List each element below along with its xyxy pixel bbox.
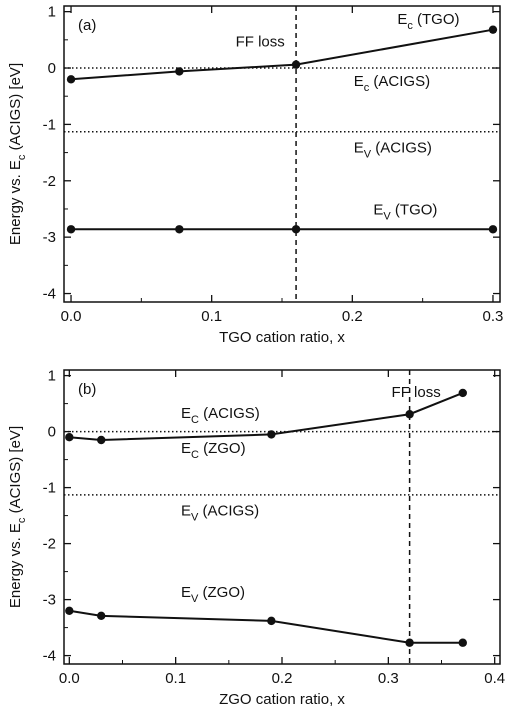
series-line-2 (69, 609, 463, 644)
annotation-tail: (ACIGS) (199, 405, 260, 422)
series-line-1 (70, 28, 494, 81)
y-axis-label-tail: (ACIGS) [eV] (7, 63, 24, 155)
annotation-subscript: V (191, 512, 199, 524)
data-point (488, 225, 498, 234)
annotation-subscript: C (191, 449, 199, 461)
data-point (291, 225, 301, 234)
annotation: EC (ZGO) (181, 440, 246, 461)
annotation: EV (ACIGS) (181, 503, 259, 524)
x-tick-label: 0.4 (484, 670, 505, 687)
y-axis-label-subscript: c (16, 517, 28, 523)
y-tick-label: -4 (43, 648, 56, 665)
y-axis-label-tail: (ACIGS) [eV] (7, 426, 24, 518)
x-axis-label: ZGO cation ratio, x (219, 691, 345, 708)
annotation: Ec (ACIGS) (354, 73, 430, 94)
data-point (65, 606, 74, 615)
annotation-subscript: V (191, 593, 199, 605)
data-point (97, 435, 106, 445)
x-axis-label: TGO cation ratio, x (219, 329, 345, 346)
y-axis-label-main: Energy vs. E (7, 523, 24, 608)
annotation-symbol: E (397, 11, 407, 28)
y-tick-label: -2 (43, 173, 56, 190)
data-point (405, 410, 414, 419)
plot-frame (63, 369, 501, 665)
annotation: EV (ACIGS) (354, 140, 432, 161)
annotation-subscript: c (407, 20, 413, 32)
y-tick-label: -1 (43, 480, 56, 497)
y-tick-label: 0 (48, 424, 56, 441)
x-tick-label: 0.3 (483, 308, 504, 325)
data-point (66, 75, 76, 84)
y-tick-label: -2 (43, 536, 56, 553)
annotation-tail: (ACIGS) (198, 503, 259, 520)
y-axis-label: Energy vs. Ec (ACIGS) [eV] (7, 63, 28, 245)
annotation-subscript: V (364, 149, 372, 161)
y-tick-label: -4 (43, 286, 56, 303)
y-axis-label: Energy vs. Ec (ACIGS) [eV] (7, 426, 28, 608)
panel-label: (b) (78, 381, 96, 398)
x-tick-label: 0.0 (61, 308, 82, 325)
y-tick-label: -1 (43, 116, 56, 133)
data-point (458, 638, 467, 647)
data-point (267, 616, 276, 626)
y-axis-label-subscript: c (16, 154, 28, 160)
annotation-symbol: E (181, 503, 191, 520)
y-tick-label: 1 (48, 368, 56, 385)
data-point (66, 225, 76, 234)
y-axis-label-main: Energy vs. E (7, 160, 24, 245)
y-tick-label: 0 (48, 60, 56, 77)
annotation-tail: (ACIGS) (369, 73, 430, 90)
annotation: FF loss (392, 384, 441, 401)
annotation-subscript: V (383, 211, 391, 223)
x-tick-label: 0.1 (165, 670, 186, 687)
data-point (291, 60, 301, 69)
annotation-subscript: C (191, 414, 199, 426)
x-tick-label: 0.1 (201, 308, 222, 325)
panel-label: (a) (78, 17, 96, 34)
annotation-subscript: c (364, 82, 370, 94)
chart-panel-a: 0.0 0.1 0.2 0.3 1 0 -1 -2 -3 -4 (a) FF loss Ec (TGO)… (7, 4, 503, 346)
annotation-tail: (ZGO) (198, 584, 245, 601)
annotation-symbol: E (181, 584, 191, 601)
annotation: EC (ACIGS) (181, 405, 260, 426)
data-point (405, 638, 414, 647)
annotation-tail: (TGO) (413, 11, 460, 28)
annotation: Ec (TGO) (397, 11, 459, 32)
annotation-tail: (ZGO) (199, 440, 246, 457)
annotation-tail: (ACIGS) (371, 140, 432, 157)
data-point (175, 225, 184, 234)
y-tick-label: -3 (43, 229, 56, 246)
data-point (267, 430, 276, 439)
x-tick-label: 0.2 (272, 670, 293, 687)
annotation: FF loss (236, 34, 285, 51)
y-tick-label: -3 (43, 592, 56, 609)
annotation: EV (ZGO) (181, 584, 245, 605)
x-tick-label: 0.2 (342, 308, 363, 325)
x-tick-label: 0.3 (378, 670, 399, 687)
data-point (458, 388, 467, 398)
annotation-symbol: E (354, 140, 364, 157)
annotation-tail: (TGO) (391, 202, 438, 219)
annotation: EV (TGO) (373, 202, 437, 223)
data-point (488, 25, 498, 34)
x-tick-label: 0.0 (59, 670, 80, 687)
data-point (65, 433, 74, 442)
annotation-symbol: E (354, 73, 364, 90)
annotation-symbol: E (181, 440, 191, 457)
data-point (175, 67, 184, 76)
annotation-symbol: E (181, 405, 191, 422)
data-point (97, 611, 106, 621)
annotation-symbol: E (373, 202, 383, 219)
y-tick-label: 1 (48, 4, 56, 21)
